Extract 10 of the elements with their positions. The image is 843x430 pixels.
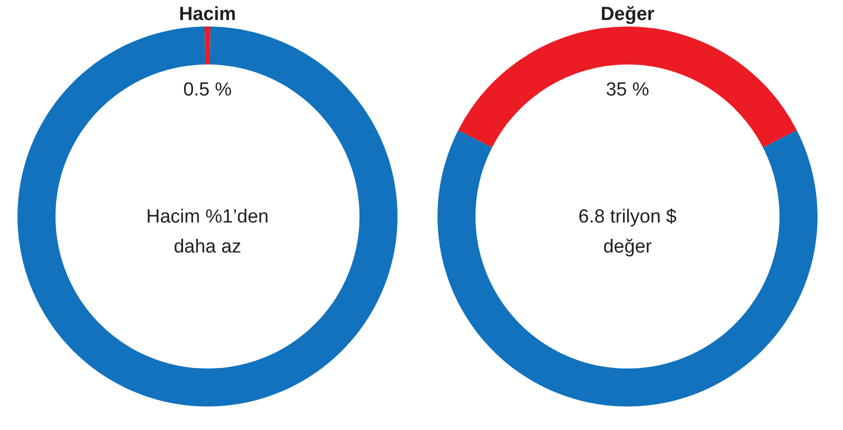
- data-label: 35 %: [606, 80, 650, 100]
- donut-slice: [438, 130, 818, 406]
- donut-slice: [204, 26, 210, 65]
- chart-title: Değer: [600, 4, 656, 25]
- text: Hacim %1’den daha az: [146, 206, 269, 258]
- data-label: 0.5 %: [183, 80, 232, 100]
- donut-slice: [458, 26, 797, 148]
- chart-title: Hacim: [178, 4, 236, 25]
- text: 6.8 trilyon $ değer: [578, 206, 678, 258]
- donut-slice: [18, 26, 398, 406]
